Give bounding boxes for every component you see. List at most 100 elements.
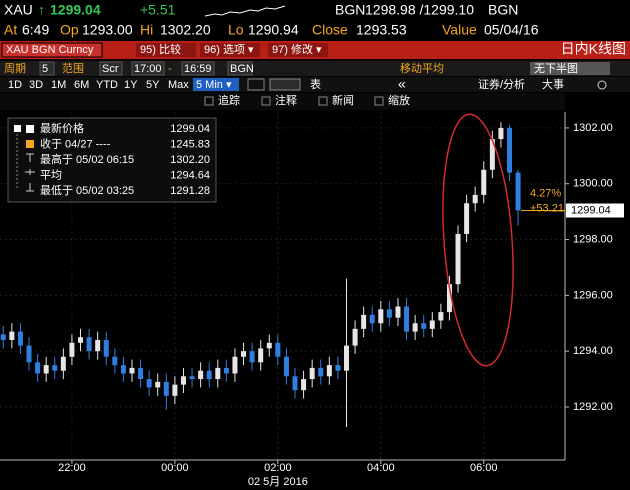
candle-body — [249, 351, 255, 363]
quote-value: 05/04/16 — [484, 22, 539, 38]
period[interactable]: 1M — [51, 79, 66, 91]
tool-icon — [261, 96, 271, 106]
period[interactable]: 5Y — [146, 79, 160, 91]
periods-bar — [0, 77, 630, 92]
period[interactable]: YTD — [96, 79, 118, 91]
candle-body — [309, 367, 315, 380]
interval[interactable]: 5 Min ▾ — [196, 79, 232, 91]
candle-body — [9, 331, 15, 340]
change: +5.51 — [140, 2, 176, 18]
legend-value: 1291.28 — [170, 185, 210, 197]
legend-label: 平均 — [40, 168, 62, 181]
quote-label: Lo — [228, 22, 244, 38]
candle-body — [112, 356, 118, 366]
candle-body — [301, 379, 307, 391]
security: XAU BGN Curncy — [6, 44, 94, 56]
x-tick-label: 06:00 — [470, 462, 498, 474]
setting: 17:00 — [134, 63, 162, 75]
candle-body — [395, 306, 401, 318]
candle-body — [95, 340, 101, 352]
tools-bar — [0, 93, 565, 110]
tool-icon — [269, 78, 301, 91]
source: BGN — [335, 2, 365, 18]
quote-label: Close — [312, 22, 348, 38]
candle-body — [507, 127, 513, 173]
view-title: 日内K线图 — [561, 41, 626, 57]
candle-body — [498, 127, 504, 140]
x-sublabel: 02 5月 2016 — [248, 476, 308, 488]
candle-body — [404, 306, 410, 332]
period[interactable]: 3D — [29, 79, 43, 91]
candle-body — [412, 323, 418, 332]
legend-swatch — [26, 140, 34, 148]
legend-label: 最新价格 — [40, 121, 84, 135]
table-button[interactable]: 表 — [310, 77, 321, 91]
candle-body — [241, 351, 247, 357]
interval-box — [193, 78, 239, 91]
candle-body — [361, 314, 367, 329]
legend-box — [7, 117, 217, 203]
candle-body — [275, 342, 281, 357]
candle-body — [78, 337, 84, 343]
tool-icon — [374, 96, 384, 106]
legend-value: 1302.20 — [170, 154, 210, 166]
candle-body — [326, 365, 332, 377]
nav-button[interactable]: « — [398, 76, 406, 92]
legend-icon — [26, 153, 34, 162]
candle-body — [163, 381, 169, 396]
toolbar-button-label[interactable]: 96) 选项 ▾ — [204, 43, 254, 56]
candle-body — [335, 365, 341, 371]
setting: 周期 — [4, 62, 26, 75]
quote-value: 1302.20 — [160, 22, 211, 38]
y-tick-label: 1296.00 — [573, 289, 613, 301]
candle-body — [489, 139, 495, 170]
quote-value: 1293.53 — [356, 22, 407, 38]
events-button[interactable]: 大事 — [542, 77, 564, 91]
tool-icon — [318, 96, 328, 106]
lower-panel: 无下半图 — [534, 61, 578, 75]
candle-body — [369, 314, 375, 324]
ticker: XAU — [4, 2, 33, 18]
setting: - — [168, 63, 172, 75]
tool[interactable]: 追踪 — [218, 93, 240, 107]
candle-body — [155, 381, 161, 388]
toolbar-button-label[interactable]: 97) 修改 ▾ — [272, 42, 322, 56]
y-tick-label: 1300.00 — [573, 178, 613, 190]
period[interactable]: 1Y — [124, 79, 138, 91]
candle-body — [0, 334, 6, 340]
candle-body — [515, 172, 521, 211]
candle-body — [352, 328, 358, 346]
setting-box — [181, 61, 215, 76]
setting: BGN — [230, 63, 254, 75]
tool[interactable]: 注释 — [275, 93, 297, 107]
last-price-label: 1299.04 — [571, 204, 611, 216]
y-tick-label: 1292.00 — [573, 401, 613, 413]
source: BGN — [488, 2, 518, 18]
last-price-box — [566, 203, 624, 218]
x-tick-label: 22:00 — [58, 462, 86, 474]
candle-body — [446, 284, 452, 313]
period[interactable]: 1D — [8, 79, 22, 91]
chart-icon — [247, 78, 265, 91]
period[interactable]: Max — [168, 79, 189, 91]
arrow: ↑ — [38, 2, 45, 18]
candle-body — [35, 362, 41, 374]
setting: 5 — [42, 63, 48, 75]
analysis-button[interactable]: 证券/分析 — [478, 77, 525, 91]
candle-body — [180, 376, 186, 385]
bid-ask: 1298.98 /1299.10 — [365, 2, 474, 18]
toolbar-button-label[interactable]: 95) 比较 — [140, 42, 181, 56]
quote-value: 6:49 — [22, 22, 49, 38]
candle-body — [455, 233, 461, 285]
legend-value: 1245.83 — [170, 138, 210, 150]
candle-body — [283, 356, 289, 377]
period[interactable]: 6M — [74, 79, 89, 91]
candle-body — [429, 320, 435, 329]
candle-body — [138, 367, 144, 380]
tool[interactable]: 新闻 — [332, 93, 354, 107]
candle-body — [223, 367, 229, 374]
legend-swatch — [14, 125, 21, 132]
tool[interactable]: 缩放 — [388, 93, 410, 107]
